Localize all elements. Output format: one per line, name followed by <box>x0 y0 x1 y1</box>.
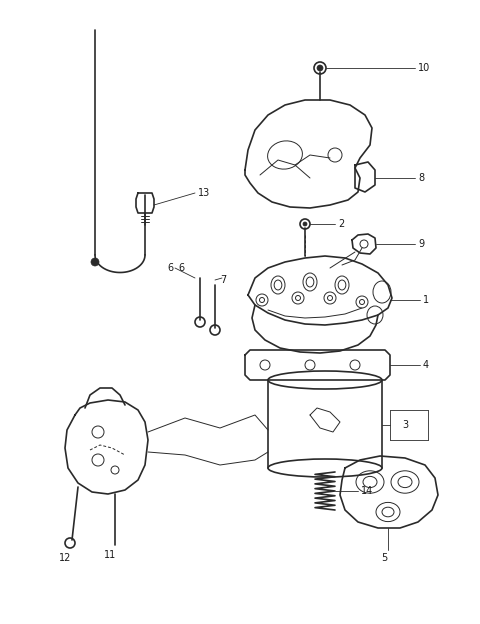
Circle shape <box>300 219 310 229</box>
Text: 11: 11 <box>104 550 116 560</box>
Circle shape <box>314 62 326 74</box>
Text: 13: 13 <box>198 188 210 198</box>
Text: 7: 7 <box>220 275 226 285</box>
Text: 12: 12 <box>59 553 71 563</box>
Text: 4: 4 <box>423 360 429 370</box>
Text: 14: 14 <box>361 486 373 496</box>
Text: 9: 9 <box>418 239 424 249</box>
Text: 10: 10 <box>418 63 430 73</box>
Circle shape <box>195 317 205 327</box>
Text: 6: 6 <box>178 263 184 273</box>
Text: 2: 2 <box>338 219 344 229</box>
Circle shape <box>317 65 323 71</box>
Text: 8: 8 <box>418 173 424 183</box>
Text: 6: 6 <box>167 263 173 273</box>
Text: 5: 5 <box>381 553 387 563</box>
Text: 3: 3 <box>402 420 408 430</box>
Circle shape <box>91 258 99 266</box>
Circle shape <box>210 325 220 335</box>
Circle shape <box>303 222 307 226</box>
Text: 1: 1 <box>423 295 429 305</box>
